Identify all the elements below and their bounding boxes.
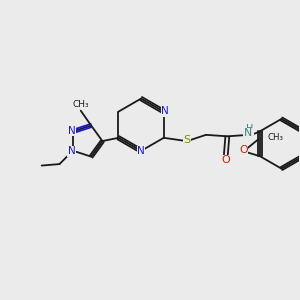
Text: O: O: [239, 145, 248, 155]
Text: CH₃: CH₃: [72, 100, 89, 109]
Text: N: N: [244, 128, 252, 138]
Text: S: S: [183, 135, 190, 145]
Text: H: H: [246, 124, 253, 134]
Text: N: N: [137, 146, 145, 157]
Text: N: N: [68, 126, 75, 136]
Text: O: O: [221, 155, 230, 165]
Text: N: N: [68, 146, 75, 156]
Text: CH₃: CH₃: [267, 133, 283, 142]
Text: N: N: [161, 106, 169, 116]
